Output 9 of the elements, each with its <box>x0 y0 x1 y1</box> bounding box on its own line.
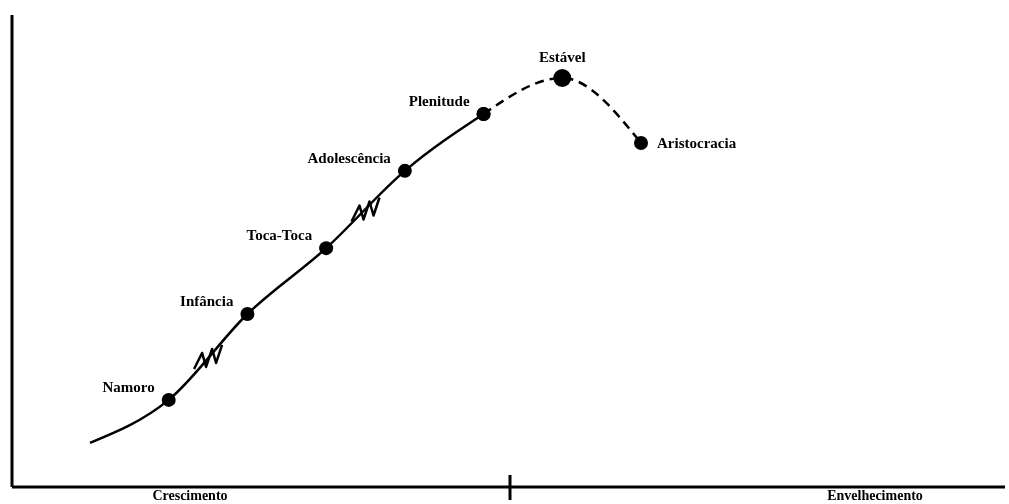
annotation: Aristocracia <box>657 135 737 152</box>
annotation: Toca-Toca <box>246 227 313 244</box>
annotation: Adolescência <box>307 149 392 166</box>
text: Crescimento <box>152 488 228 503</box>
annotation: Infância <box>180 292 234 309</box>
text: Envelhecimento <box>827 488 923 503</box>
annotation: Namoro <box>102 378 155 395</box>
annotation: Plenitude <box>408 92 470 109</box>
text: Estável <box>538 49 586 65</box>
